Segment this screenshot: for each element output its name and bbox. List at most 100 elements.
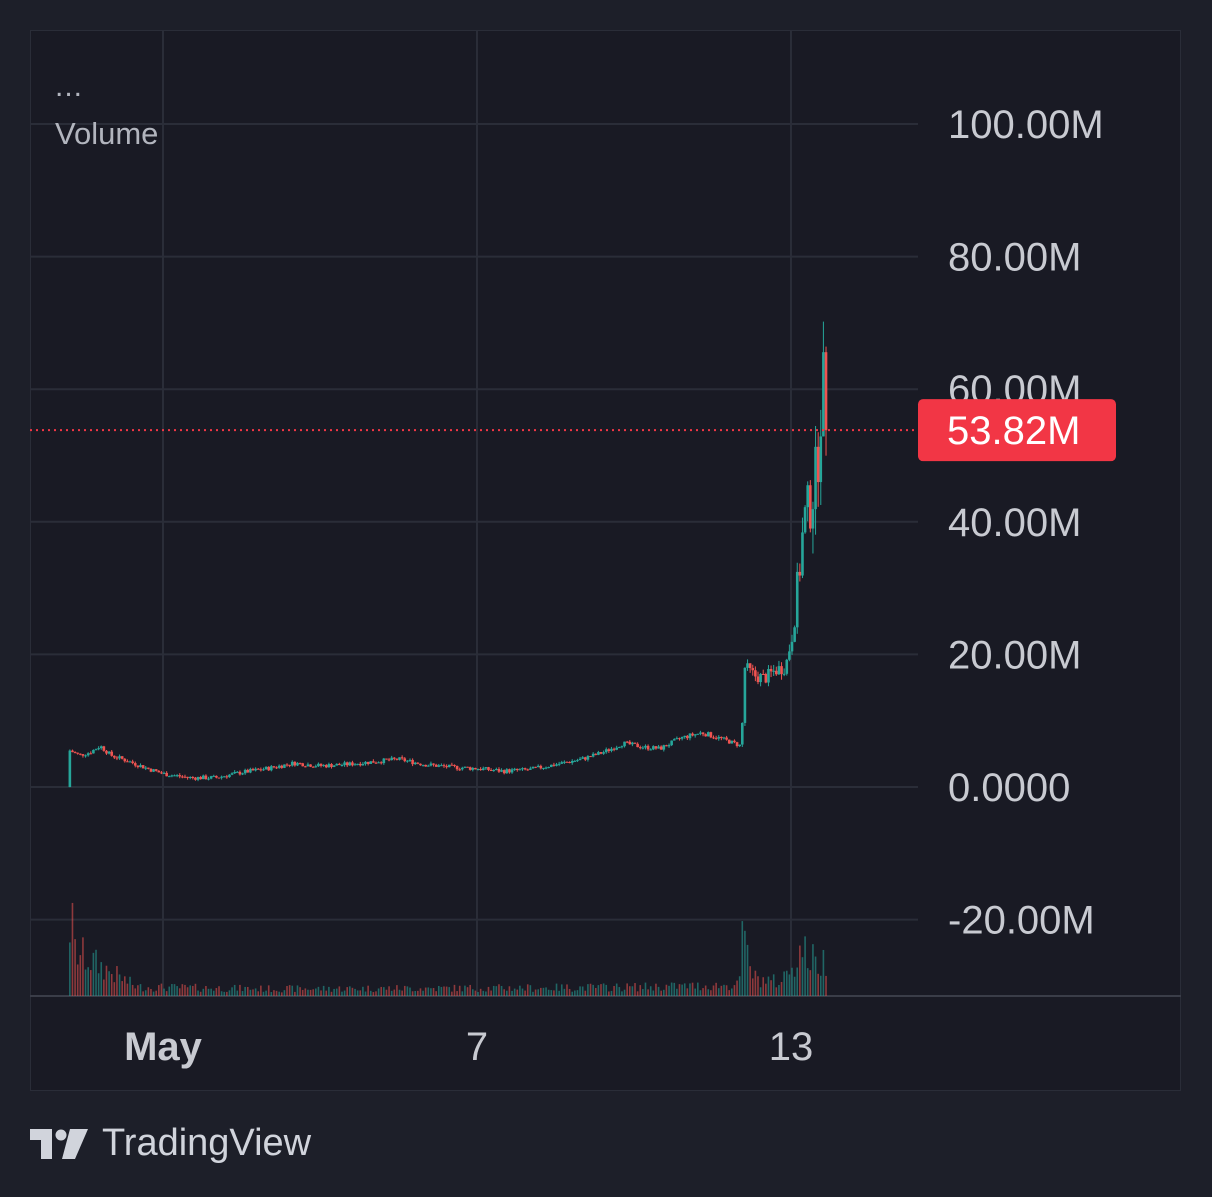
volume-bar xyxy=(665,984,668,996)
candle-body xyxy=(277,765,281,768)
volume-bar xyxy=(806,968,809,996)
candle-body xyxy=(450,764,454,766)
candle-body xyxy=(110,751,114,756)
candle-body xyxy=(521,768,524,770)
volume-bar xyxy=(231,987,233,996)
candle-body xyxy=(775,670,778,675)
volume-bar xyxy=(618,987,621,996)
candle-body xyxy=(290,761,294,766)
volume-bar xyxy=(275,990,278,996)
volume-bar xyxy=(150,988,152,996)
volume-bar xyxy=(584,990,587,996)
candle-body xyxy=(442,765,446,767)
volume-bar xyxy=(390,990,393,996)
candle-body xyxy=(502,770,506,774)
volume-bar xyxy=(621,991,623,996)
candle-body xyxy=(167,776,171,778)
candle-body xyxy=(458,769,462,771)
chart-pane[interactable] xyxy=(30,30,1181,1091)
volume-bar xyxy=(87,967,89,996)
candle-body xyxy=(767,668,770,683)
candle-body xyxy=(408,759,412,761)
candle-body xyxy=(772,670,775,672)
volume-bar xyxy=(328,986,330,996)
volume-bar xyxy=(409,987,411,996)
volume-bar xyxy=(74,939,76,996)
volume-bar xyxy=(738,976,741,996)
legend-volume-label[interactable]: Volume xyxy=(55,116,159,151)
candle-body xyxy=(570,761,574,763)
volume-bar xyxy=(668,985,670,996)
volume-bar xyxy=(197,990,199,996)
volume-bar xyxy=(715,982,717,996)
candle-body xyxy=(275,767,278,769)
volume-bar xyxy=(592,984,594,996)
volume-bar xyxy=(171,984,173,996)
volume-bar xyxy=(173,984,176,996)
volume-bar xyxy=(804,936,806,996)
candle-body xyxy=(107,751,111,754)
volume-bar xyxy=(443,986,445,996)
volume-bar xyxy=(134,988,137,996)
volume-histogram xyxy=(69,902,827,996)
candle-body xyxy=(631,742,634,745)
volume-bar xyxy=(689,983,691,996)
candle-body xyxy=(508,769,511,773)
volume-bar xyxy=(424,987,427,996)
candle-body xyxy=(453,764,456,766)
candle-body xyxy=(361,763,365,766)
volume-bar xyxy=(649,986,652,996)
candle-body xyxy=(563,761,566,763)
volume-bar xyxy=(631,986,634,996)
volume-bar xyxy=(720,985,723,996)
candle-body xyxy=(523,768,527,770)
price-axis[interactable]: 100.00M80.00M60.00M40.00M20.00M0.0000-20… xyxy=(918,103,1116,943)
candle-body xyxy=(175,775,179,777)
candle-body xyxy=(196,776,200,780)
volume-bar xyxy=(770,980,772,996)
candle-body xyxy=(162,772,166,774)
candle-body xyxy=(94,749,98,751)
candle-body xyxy=(322,765,325,767)
candle-body xyxy=(756,676,760,683)
candle-body xyxy=(584,757,587,760)
candle-body xyxy=(809,485,812,529)
legend-menu-icon[interactable]: ... xyxy=(55,70,84,103)
volume-bar xyxy=(563,988,566,996)
candle-body xyxy=(207,778,210,780)
volume-bar xyxy=(121,981,123,996)
candle-body xyxy=(788,651,791,660)
candle-body xyxy=(740,722,744,745)
candle-body xyxy=(803,507,807,533)
candle-body xyxy=(293,761,297,766)
volume-bar xyxy=(401,990,403,996)
candle-body xyxy=(233,771,236,774)
volume-bar xyxy=(228,990,231,996)
candle-body xyxy=(717,736,721,739)
volume-bar xyxy=(660,990,662,996)
candle-body xyxy=(816,446,820,483)
candle-body xyxy=(262,769,265,771)
volume-bar xyxy=(587,984,589,996)
candle-body xyxy=(712,737,715,739)
candle-body xyxy=(270,766,273,771)
candle-body xyxy=(683,735,687,738)
volume-bar xyxy=(574,990,576,996)
candle-body xyxy=(92,749,95,754)
volume-bar xyxy=(809,970,812,996)
candle-body xyxy=(670,740,673,746)
volume-bar xyxy=(139,984,142,996)
volume-bar xyxy=(144,990,147,996)
candle-body xyxy=(455,765,459,770)
volume-bar xyxy=(176,986,178,996)
time-axis[interactable]: May 7 13 xyxy=(124,1025,813,1069)
candle-body xyxy=(534,766,537,768)
tradingview-attribution[interactable]: TradingView xyxy=(30,1122,311,1165)
candle-body xyxy=(432,763,435,765)
candle-body xyxy=(89,753,93,755)
candle-body xyxy=(730,740,734,744)
candle-body xyxy=(565,761,569,763)
candle-body xyxy=(714,737,718,739)
volume-bar xyxy=(511,990,513,996)
